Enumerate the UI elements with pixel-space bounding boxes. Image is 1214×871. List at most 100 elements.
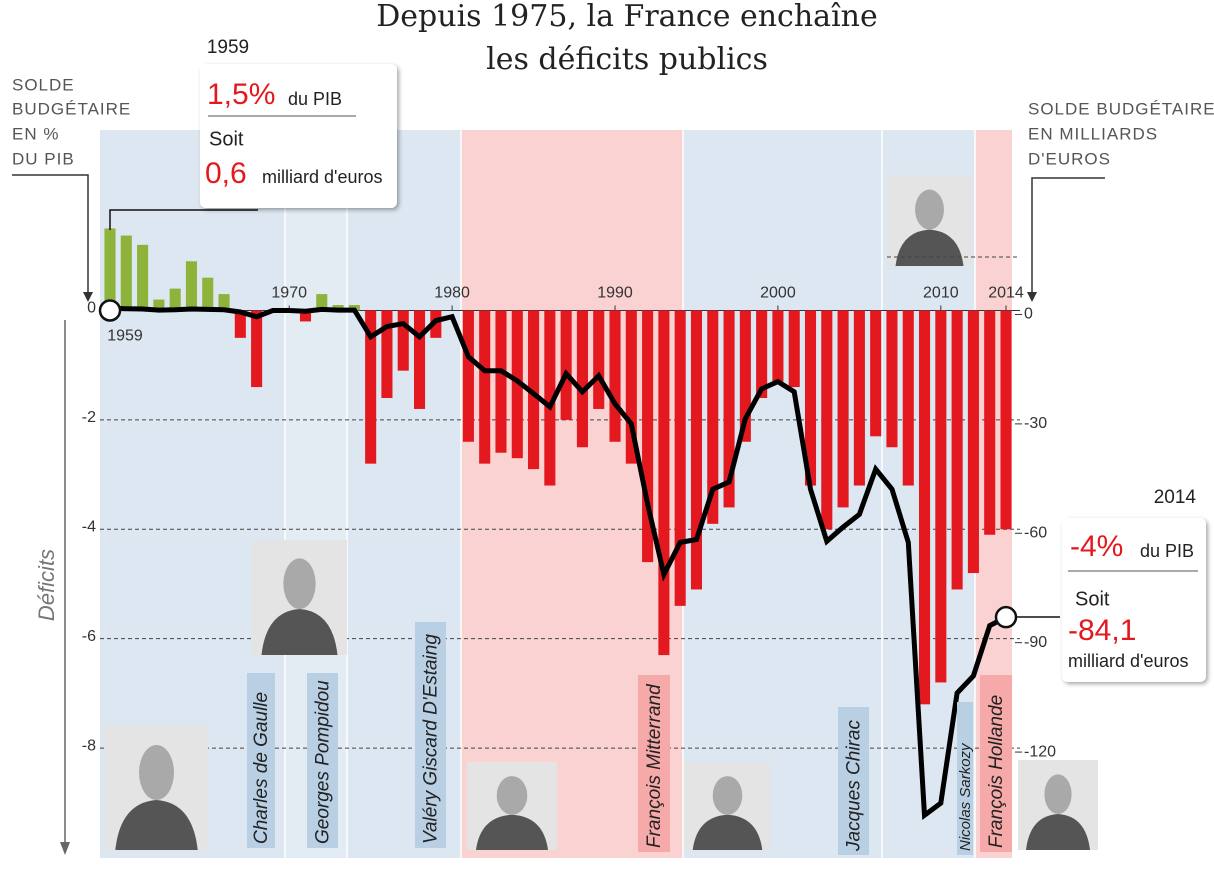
background [100,130,1020,858]
president-box [307,673,338,848]
photo-body [115,800,198,850]
callout-pct-unit: du PIB [288,89,342,109]
x-tick-label: 2014 [988,285,1024,302]
y-tick-label: -8 [82,737,96,754]
y2-tick-label: -60 [1024,525,1047,542]
x-tick-label: 2000 [760,285,796,302]
bar [690,310,703,590]
y2-tick-label: -90 [1024,634,1047,651]
president-box [838,707,869,855]
president-box [957,702,973,855]
bar [462,310,474,442]
bar [674,310,686,606]
bar [756,310,768,399]
bar [169,288,181,311]
y-axis-title: BUDGÉTAIRE [12,99,131,118]
bar [837,310,849,508]
photo-head [283,558,316,609]
bar [870,310,882,437]
line [109,305,1008,820]
president-name: Georges Pompidou [313,680,334,844]
bar [511,310,523,459]
bar [381,310,393,399]
president-name: François Mitterrand [644,683,665,848]
photo-body [261,609,338,655]
bar [788,310,800,388]
bar [495,310,507,453]
photo-body [1026,814,1090,850]
bar [528,310,540,470]
president-box [638,675,670,852]
y-tick-label: 0 [87,300,96,317]
bar [804,310,817,486]
bar [234,310,246,338]
bar [316,294,328,311]
bar [707,310,719,524]
y2-tick-label: 0 [1024,306,1033,323]
callout-year: 1959 [207,37,249,58]
arrow-head [60,842,70,855]
bar [120,235,132,311]
president-box [980,675,1012,852]
callout-box [1062,518,1206,682]
y2-tick-label: -120 [1024,743,1056,760]
bar [479,310,491,464]
bar [902,310,914,486]
bar [104,228,116,311]
callout-pct-unit: du PIB [1140,541,1194,561]
chart-title: Depuis 1975, la France enchaîne [376,0,878,34]
bar [251,310,263,388]
bar [935,310,947,683]
photo-head [915,189,944,230]
axis-arrow [1031,177,1105,298]
y-axis-title: DU PIB [12,149,75,168]
endpoint-marker [994,605,1018,629]
president-name: Valéry Giscard D'Estaing [421,634,442,844]
x-tick-label: 1990 [597,285,633,302]
bar [365,310,377,464]
y2-axis-title: D'EUROS [1028,149,1111,168]
x-tick-label: 1959 [107,328,143,345]
arrow-head [83,292,93,302]
bar [642,310,654,563]
bar [560,310,572,420]
callout-pct: 1,5% [207,78,275,111]
bar [658,310,670,656]
y2-axis-title: SOLDE BUDGÉTAIRE [1028,99,1214,118]
callout-amount: 0,6 [205,157,247,190]
bar [153,299,165,311]
bar [218,294,230,311]
callout-pct: -4% [1070,530,1123,563]
bar [967,310,979,574]
bar [1000,310,1012,530]
bar [299,310,312,322]
bar [397,310,409,371]
bar [739,310,751,442]
bar [723,310,735,508]
bar [821,310,833,530]
deficit-label: Déficits [34,549,59,621]
y-axis-title: SOLDE [12,75,75,94]
plot: 0 -2 -4 -6 -8 0 -30 -60 -90 -120 1959 1970 1980 1990 2… [82,228,1056,820]
bar [984,310,996,535]
photo-body [692,814,763,850]
arrow-head [1027,292,1037,302]
y-axis-title: EN % [12,124,59,143]
bar [185,261,197,311]
callout-amount: -84,1 [1068,614,1136,647]
photo-body [476,814,548,850]
callout-amount-unit: milliard d'euros [262,167,382,187]
photo-head [496,776,528,815]
callout-soit: Soit [209,128,244,150]
x-tick-label: 1970 [271,285,307,302]
x-tick-label: 2010 [923,285,959,302]
bar [544,310,556,486]
axis-arrow [12,174,89,298]
callout-year: 2014 [1154,487,1197,508]
y-tick-label: -4 [82,519,96,536]
bar [202,277,214,311]
president-name: François Hollande [986,695,1007,848]
chart-title: les déficits publics [486,42,768,77]
bar [886,310,898,448]
